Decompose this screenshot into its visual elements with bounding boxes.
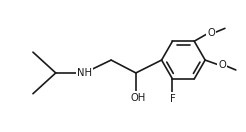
Text: O: O (218, 60, 226, 70)
Text: OH: OH (130, 93, 145, 103)
Text: NH: NH (77, 68, 92, 78)
Text: O: O (207, 28, 215, 38)
Text: F: F (169, 94, 175, 104)
